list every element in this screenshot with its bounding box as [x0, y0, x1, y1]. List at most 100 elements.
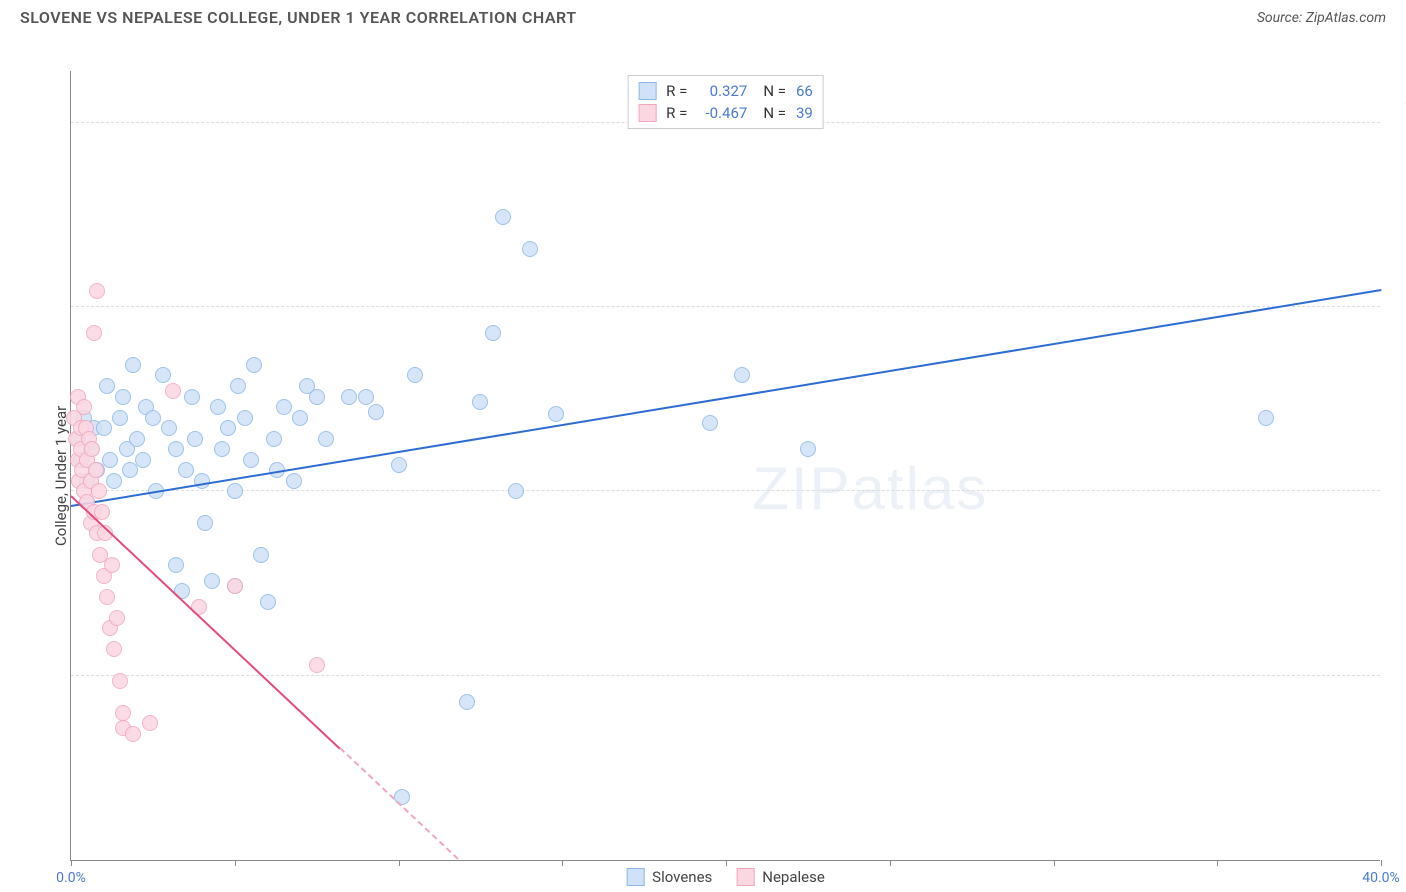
y-tick-label: 47.5% [1390, 652, 1406, 668]
x-tick-label-right: 40.0% [1362, 870, 1400, 886]
data-point [485, 325, 501, 341]
r-value: 0.327 [693, 82, 747, 100]
data-point [309, 389, 325, 405]
legend-item: Slovenes [626, 868, 712, 886]
data-point [230, 378, 246, 394]
data-point [109, 610, 125, 626]
data-point [548, 406, 564, 422]
data-point [102, 452, 118, 468]
data-point [112, 673, 128, 689]
data-point [266, 431, 282, 447]
x-tick [1054, 860, 1055, 866]
data-point [495, 209, 511, 225]
data-point [391, 457, 407, 473]
data-point [129, 431, 145, 447]
r-value: -0.467 [693, 104, 747, 122]
legend-label: Slovenes [652, 868, 712, 886]
data-point [106, 473, 122, 489]
data-point [145, 410, 161, 426]
data-point [155, 367, 171, 383]
y-tick-label: 100.0% [1390, 99, 1406, 115]
data-point [99, 378, 115, 394]
data-point [194, 473, 210, 489]
data-point [522, 241, 538, 257]
data-point [253, 547, 269, 563]
data-point [96, 420, 112, 436]
data-point [104, 557, 120, 573]
gridline [71, 490, 1380, 491]
data-point [168, 557, 184, 573]
x-tick [399, 860, 400, 866]
data-point [125, 726, 141, 742]
data-point [309, 657, 325, 673]
data-point [472, 394, 488, 410]
data-point [197, 515, 213, 531]
data-point [227, 483, 243, 499]
x-tick [1381, 860, 1382, 866]
data-point [135, 452, 151, 468]
series-legend: Slovenes Nepalese [626, 868, 825, 886]
data-point [88, 462, 104, 478]
data-point [227, 578, 243, 594]
data-point [243, 452, 259, 468]
y-tick-label: 82.5% [1390, 283, 1406, 299]
source-attribution: Source: ZipAtlas.com [1257, 10, 1386, 26]
data-point [341, 389, 357, 405]
plot-area: R =0.327N =66R =-0.467N =39 ZIPatlas Slo… [70, 71, 1380, 861]
x-tick [235, 860, 236, 866]
data-point [76, 399, 92, 415]
data-point [204, 573, 220, 589]
data-point [165, 383, 181, 399]
n-value: 39 [796, 104, 813, 122]
data-point [187, 431, 203, 447]
data-point [260, 594, 276, 610]
trend-line [71, 289, 1381, 507]
data-point [89, 283, 105, 299]
watermark: ZIPatlas [752, 454, 988, 523]
gridline [71, 675, 1380, 676]
correlation-legend: R =0.327N =66R =-0.467N =39 [627, 75, 824, 129]
legend-item: Nepalese [736, 868, 825, 886]
trend-line-extrapolated [339, 747, 458, 859]
x-tick-label-left: 0.0% [56, 870, 86, 886]
data-point [276, 399, 292, 415]
data-point [210, 399, 226, 415]
data-point [178, 462, 194, 478]
r-label: R = [666, 104, 687, 122]
x-tick [562, 860, 563, 866]
y-axis-label: College, Under 1 year [52, 406, 70, 546]
legend-row: R =0.327N =66 [638, 80, 813, 102]
x-tick [890, 860, 891, 866]
data-point [734, 367, 750, 383]
data-point [286, 473, 302, 489]
legend-swatch [638, 104, 656, 122]
data-point [220, 420, 236, 436]
r-label: R = [666, 82, 687, 100]
data-point [459, 694, 475, 710]
data-point [358, 389, 374, 405]
data-point [91, 483, 107, 499]
data-point [115, 389, 131, 405]
data-point [122, 462, 138, 478]
data-point [84, 441, 100, 457]
data-point [112, 410, 128, 426]
data-point [318, 431, 334, 447]
x-tick [71, 860, 72, 866]
x-tick [726, 860, 727, 866]
data-point [125, 357, 141, 373]
data-point [142, 715, 158, 731]
legend-swatch [638, 82, 656, 100]
data-point [1258, 410, 1274, 426]
n-label: N = [763, 104, 786, 122]
data-point [115, 705, 131, 721]
data-point [246, 357, 262, 373]
data-point [407, 367, 423, 383]
legend-swatch [626, 868, 644, 886]
chart-title: SLOVENE VS NEPALESE COLLEGE, UNDER 1 YEA… [20, 8, 577, 27]
data-point [214, 441, 230, 457]
data-point [368, 404, 384, 420]
y-tick-label: 65.0% [1390, 467, 1406, 483]
n-value: 66 [796, 82, 813, 100]
x-tick [1217, 860, 1218, 866]
data-point [292, 410, 308, 426]
